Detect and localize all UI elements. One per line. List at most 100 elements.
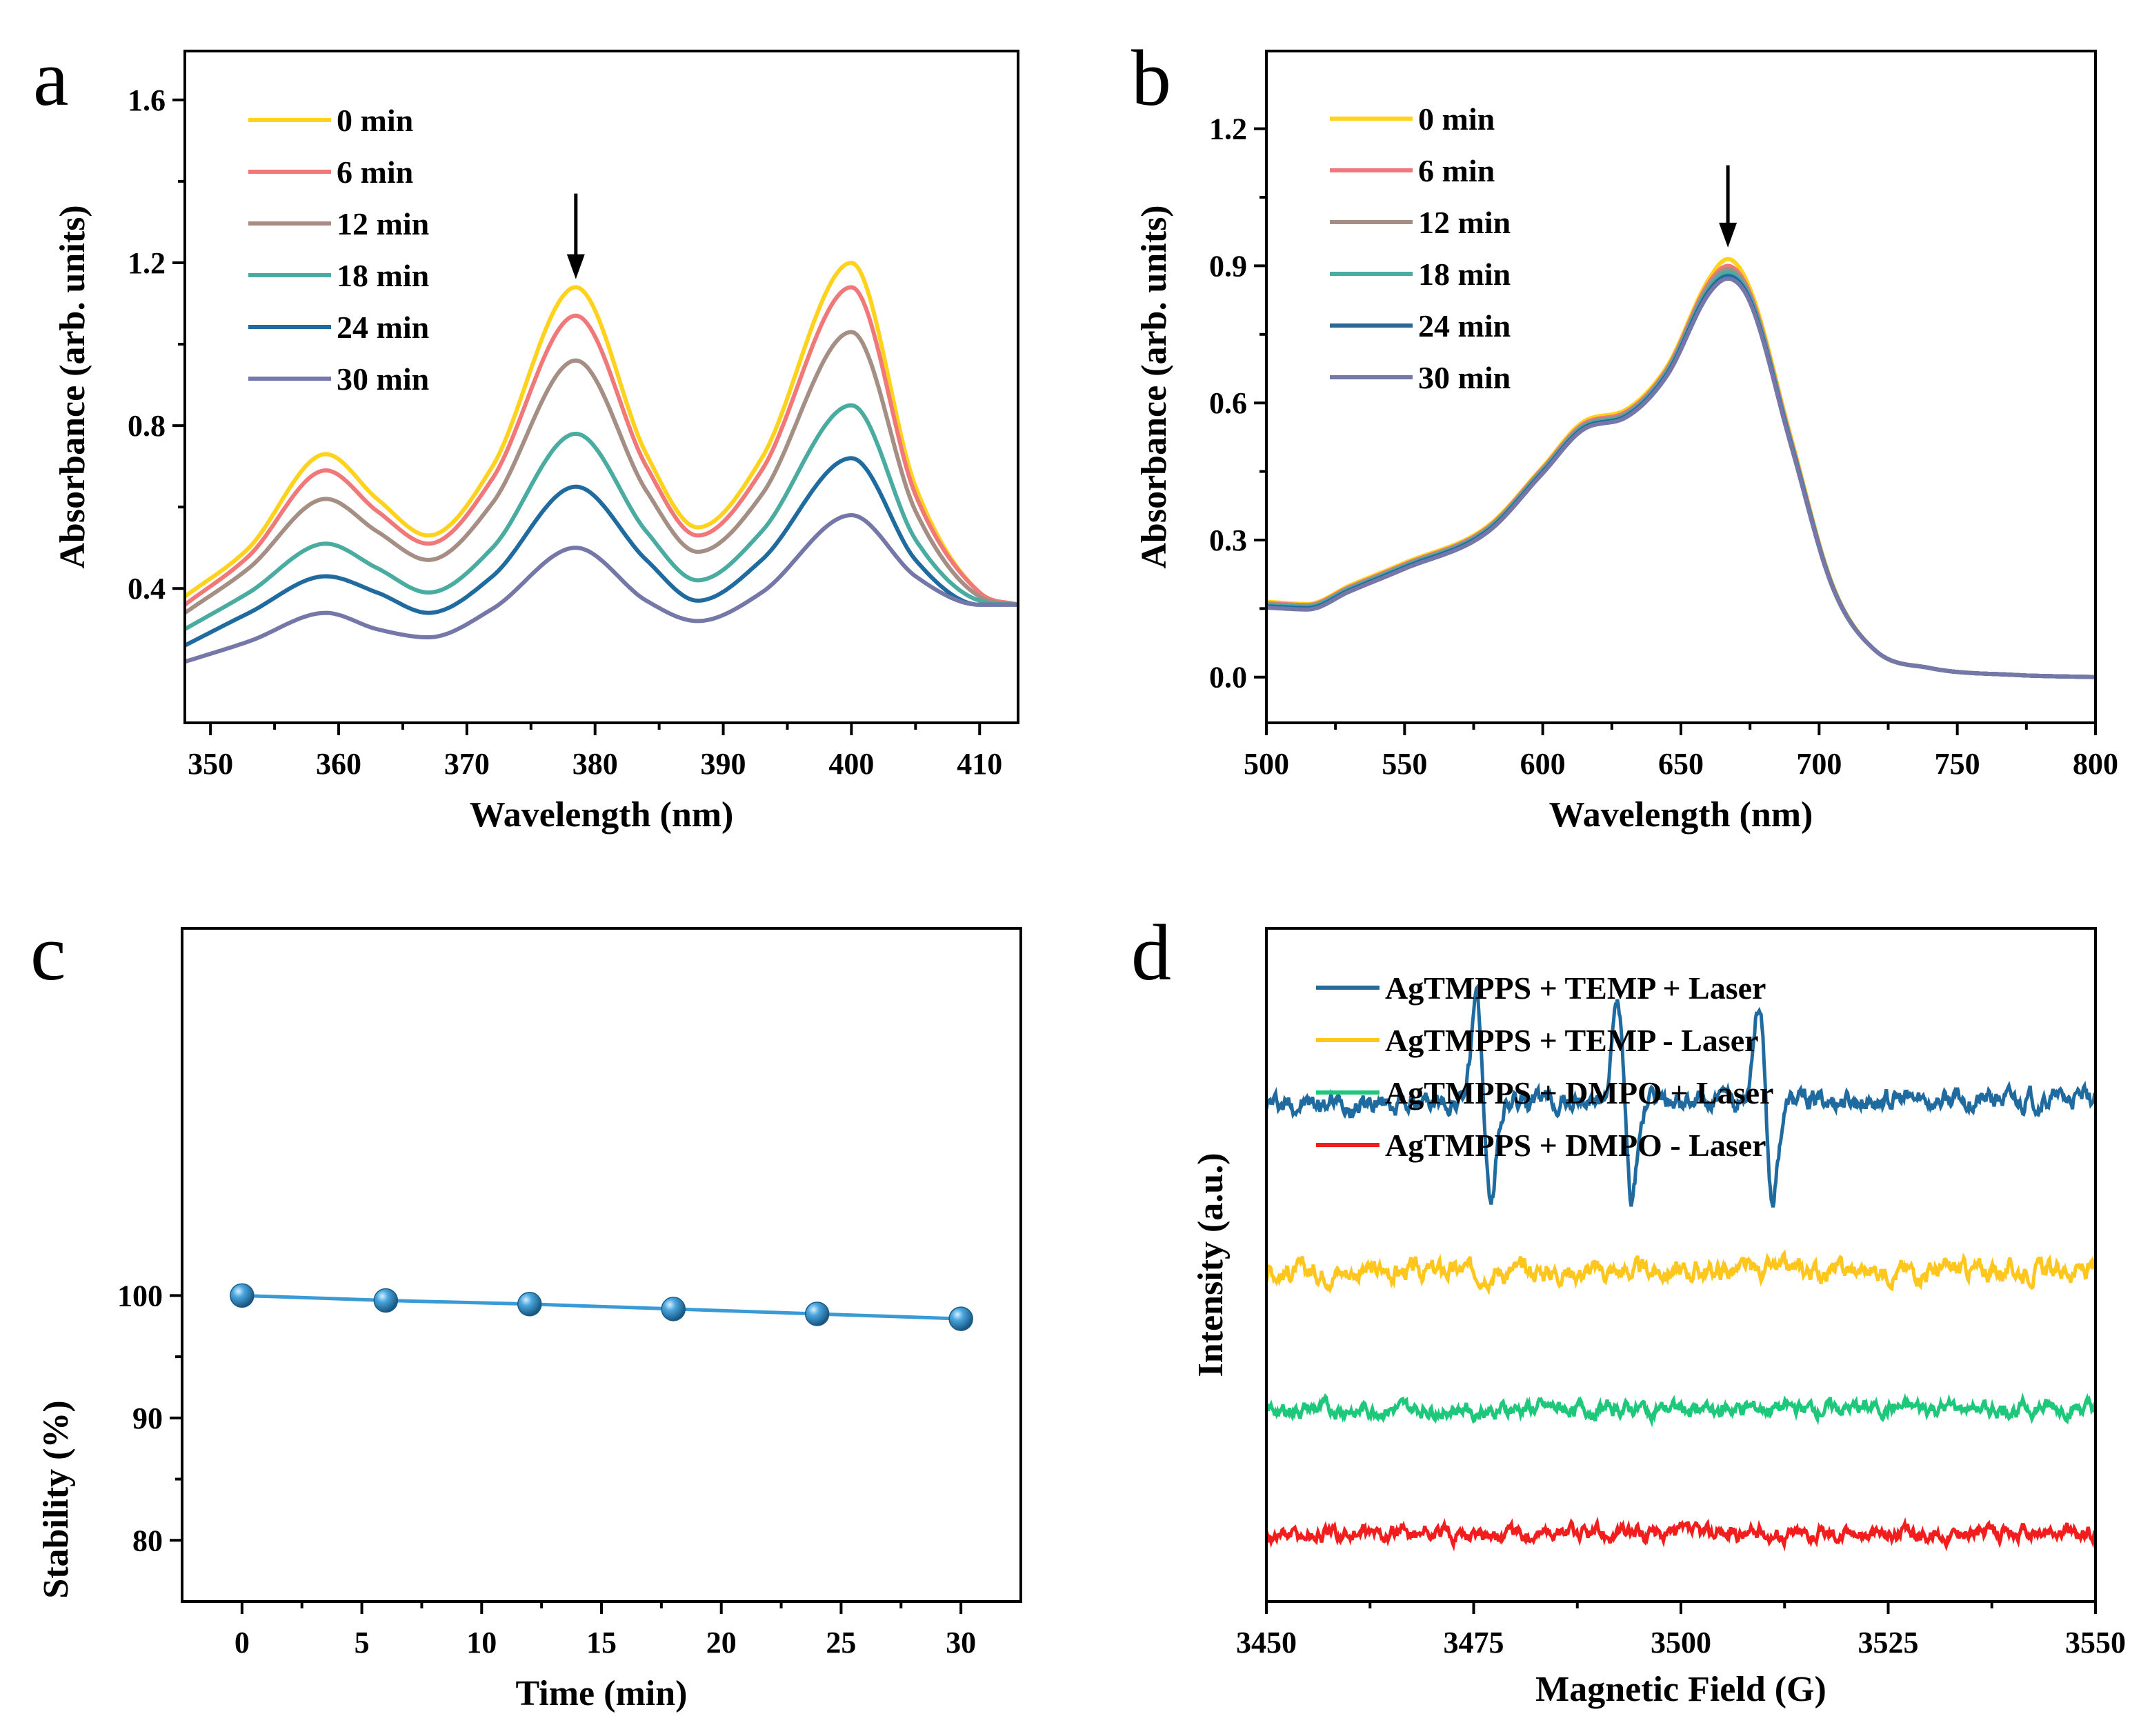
series-line-a-2 [185,330,1018,615]
x-tick-label-c-4: 20 [706,1626,737,1659]
x-axis-title-c: Time (min) [516,1674,688,1713]
plot-area-c [241,1293,962,1321]
axes-frame-b [1265,50,2097,724]
x-tick-label-c-3: 15 [586,1626,617,1659]
series-line-d-1 [1266,1249,2095,1296]
series-line-c [241,1293,962,1321]
series-line-b-3 [1266,270,2095,679]
x-tick-label-b-4: 700 [1796,747,1842,781]
legend-label-b-2: 12 min [1418,205,1511,240]
x-tick-label-a-3: 380 [572,747,618,781]
y-tick-label-b-0: 0.0 [1209,661,1247,695]
data-point-c-1 [373,1288,399,1313]
x-tick-label-d-3: 3525 [1858,1626,1919,1659]
x-tick-label-b-5: 750 [1935,747,1980,781]
arrow-head-b [1719,222,1737,248]
x-tick-label-d-1: 3475 [1444,1626,1504,1659]
plot-area-d [1266,982,2095,1552]
x-tick-label-a-2: 370 [444,747,490,781]
series-line-a-0 [185,260,1018,607]
plot-area-b [1266,257,2095,679]
legend-label-a-0: 0 min [337,103,413,138]
x-axis-title-d: Magnetic Field (G) [1535,1670,1826,1709]
x-tick-label-d-0: 3450 [1236,1626,1297,1659]
legend-label-d-3: AgTMPPS + DMPO - Laser [1385,1128,1766,1163]
axes-frame-c [181,927,1022,1603]
arrow-head-a [566,254,585,279]
series-line-a-3 [185,403,1018,631]
series-line-b-0 [1266,257,2095,679]
legend-label-b-0: 0 min [1418,101,1495,137]
series-line-b-2 [1266,267,2095,679]
x-tick-label-b-0: 500 [1244,747,1289,781]
panel-b: b 500 550 600 650 700 750 800 0.0 0.3 0.6 0.9 1.2 Wav… [1131,34,2118,835]
series-line-d-2 [1266,1392,2095,1428]
plot-area-a [185,260,1018,664]
y-tick-label-c-2: 100 [117,1279,163,1313]
data-point-c-4 [804,1301,830,1326]
data-point-c-5 [948,1306,973,1331]
x-tick-label-d-2: 3500 [1651,1626,1711,1659]
series-line-d-3 [1266,1516,2095,1552]
y-tick-label-a-0: 0.4 [128,572,166,606]
y-tick-label-c-0: 80 [132,1524,163,1557]
x-tick-label-b-2: 600 [1520,747,1566,781]
y-tick-label-b-2: 0.6 [1209,386,1247,420]
data-point-c-3 [661,1297,686,1321]
x-tick-label-b-6: 800 [2073,747,2118,781]
panel-a: a 350 360 370 380 390 400 410 0.4 0.8 1.2 1.6 Wavele… [33,34,1019,835]
panel-letter-b: b [1131,34,1171,123]
x-tick-label-a-5: 400 [828,747,874,781]
x-tick-label-c-6: 30 [946,1626,976,1659]
series-line-a-5 [185,512,1018,664]
y-axis-title-b: Absorbance (arb. units) [1135,205,1174,568]
x-tick-label-b-1: 550 [1382,747,1427,781]
legend-label-a-4: 24 min [337,310,429,345]
legend-label-b-4: 24 min [1418,308,1511,343]
legend-label-a-5: 30 min [337,361,429,397]
y-tick-label-b-4: 1.2 [1209,112,1247,146]
x-tick-label-c-1: 5 [355,1626,370,1659]
x-tick-label-a-0: 350 [188,747,233,781]
y-tick-label-a-3: 1.6 [128,83,166,117]
panel-c: c 0 5 10 15 20 25 30 80 90 100 Time (min) Stability … [30,909,1022,1713]
panel-letter-a: a [33,34,69,123]
legend-label-a-2: 12 min [337,206,429,241]
y-tick-label-b-3: 0.9 [1209,249,1247,283]
x-axis-title-b: Wavelength (nm) [1549,795,1813,835]
panel-letter-d: d [1131,909,1171,997]
series-line-a-1 [185,285,1018,607]
y-axis-title-d: Intensity (a.u.) [1191,1153,1231,1377]
x-tick-label-d-4: 3550 [2065,1626,2126,1659]
data-point-c-0 [230,1283,255,1308]
panel-d: d 3450 3475 3500 3525 3550 Magnetic Field (G) I… [1131,909,2126,1709]
y-tick-label-a-1: 0.8 [128,409,166,443]
y-tick-label-b-1: 0.3 [1209,523,1247,557]
legend-label-a-3: 18 min [337,258,429,293]
x-tick-label-a-6: 410 [957,747,1002,781]
x-tick-label-a-4: 390 [701,747,746,781]
legend-label-d-0: AgTMPPS + TEMP + Laser [1385,970,1766,1006]
y-tick-label-a-2: 1.2 [128,246,166,280]
x-tick-label-b-3: 650 [1658,747,1704,781]
series-line-d-0 [1266,982,2095,1208]
legend-label-a-1: 6 min [337,154,413,190]
legend-label-b-3: 18 min [1418,257,1511,292]
axes-frame-a [183,50,1019,724]
series-line-a-4 [185,456,1018,648]
legend-label-d-2: AgTMPPS + DMPO + Laser [1385,1075,1773,1110]
x-tick-label-c-5: 25 [826,1626,856,1659]
x-tick-label-a-1: 360 [316,747,361,781]
x-tick-label-c-0: 0 [235,1626,250,1659]
legend-label-b-1: 6 min [1418,153,1495,188]
y-tick-label-c-1: 90 [132,1401,163,1435]
y-axis-title-c: Stability (%) [37,1400,76,1598]
data-point-c-2 [517,1292,542,1317]
x-axis-title-a: Wavelength (nm) [470,795,734,835]
legend-label-d-1: AgTMPPS + TEMP - Laser [1385,1023,1759,1058]
panel-letter-c: c [30,909,66,997]
series-line-b-5 [1266,276,2095,679]
x-tick-label-c-2: 10 [466,1626,497,1659]
legend-label-b-5: 30 min [1418,360,1511,395]
